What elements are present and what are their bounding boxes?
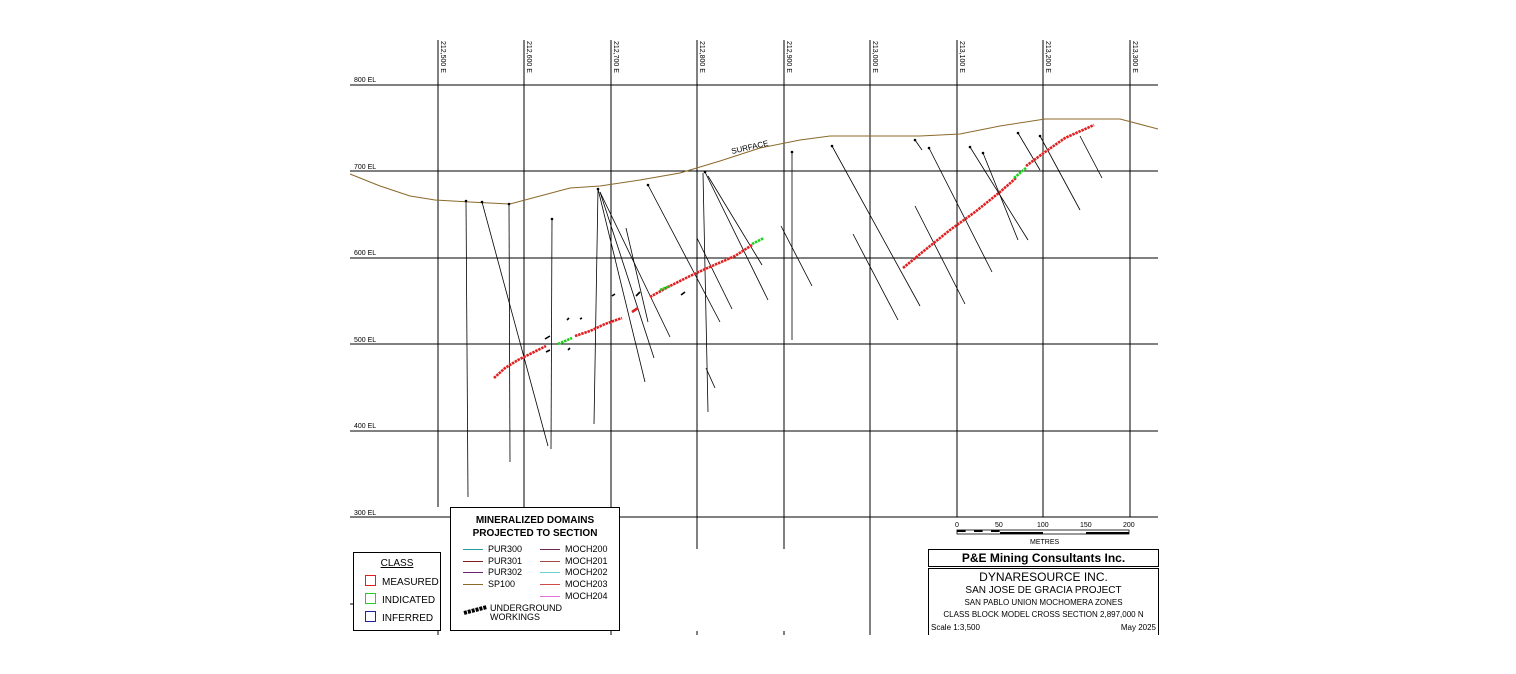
indicated-blocks-west — [557, 336, 573, 346]
domain-item: MOCH201 — [540, 556, 608, 567]
domain-item: PUR300 — [463, 544, 522, 555]
title-block: P&E Mining Consultants Inc. DYNARESOURCE… — [928, 549, 1159, 635]
domains-legend: MINERALIZED DOMAINS PROJECTED TO SECTION… — [450, 507, 620, 631]
line-swatch-icon — [540, 561, 560, 563]
line-swatch-icon — [463, 549, 483, 551]
easting-labels: 212,500 E 212,600 E 212,700 E 212,800 E … — [439, 41, 1138, 73]
easting-label: 212,700 E — [612, 41, 619, 73]
section-title: CLASS BLOCK MODEL CROSS SECTION 2,897,00… — [943, 610, 1144, 619]
underground-workings — [544, 291, 686, 353]
line-swatch-icon — [540, 596, 560, 598]
measured-blocks-west-2 — [574, 316, 623, 338]
indicated-blocks-central-2 — [751, 236, 765, 246]
elevation-labels: 800 EL 700 EL 600 EL 500 EL 400 EL 300 E… — [354, 77, 376, 517]
indicated-blocks-central — [659, 284, 671, 292]
class-legend: CLASS MEASURED INDICATED INFERRED — [353, 552, 441, 631]
indicated-swatch-icon — [365, 593, 376, 604]
collar-markers — [464, 131, 1042, 221]
line-swatch-icon — [463, 584, 483, 586]
inferred-swatch-icon — [365, 611, 376, 622]
elevation-label: 300 EL — [354, 510, 376, 517]
indicated-blocks-east — [1013, 167, 1027, 179]
easting-label: 212,900 E — [785, 41, 792, 73]
line-swatch-icon — [540, 584, 560, 586]
project-name: SAN JOSE DE GRACIA PROJECT — [965, 585, 1122, 596]
easting-label: 213,300 E — [1131, 41, 1138, 73]
domain-item: PUR302 — [463, 567, 522, 578]
scale-tick: 200 — [1123, 522, 1135, 529]
block-model — [493, 123, 1095, 379]
class-item-measured: MEASURED — [365, 575, 439, 589]
firm-name: P&E Mining Consultants Inc. — [928, 549, 1159, 567]
date-text: May 2025 — [1120, 623, 1156, 632]
line-swatch-icon — [463, 572, 483, 574]
underground-workings-icon — [463, 605, 488, 615]
zones-name: SAN PABLO UNION MOCHOMERA ZONES — [964, 598, 1123, 607]
line-swatch-icon — [463, 561, 483, 563]
scale-tick: 50 — [995, 522, 1003, 529]
underground-workings-label: UNDERGROUND WORKINGS — [490, 603, 562, 622]
surface-label: SURFACE — [730, 139, 769, 156]
elevation-label: 400 EL — [354, 423, 376, 430]
elevation-label: 700 EL — [354, 164, 376, 171]
easting-label: 212,800 E — [698, 41, 705, 73]
line-swatch-icon — [540, 572, 560, 574]
measured-swatch-icon — [365, 575, 376, 586]
client-name: DYNARESOURCE INC. — [979, 570, 1108, 584]
scale-unit: METRES — [1030, 539, 1060, 546]
easting-label: 213,000 E — [871, 41, 878, 73]
title-frame — [928, 568, 1159, 635]
domain-item: SP100 — [463, 579, 515, 590]
easting-label: 213,100 E — [958, 41, 965, 73]
easting-label: 212,500 E — [439, 41, 446, 73]
domains-legend-title-1: MINERALIZED DOMAINS — [475, 515, 595, 526]
domain-item: MOCH202 — [540, 567, 608, 578]
elevation-label: 800 EL — [354, 77, 376, 84]
class-item-indicated: INDICATED — [365, 593, 435, 607]
line-swatch-icon — [540, 549, 560, 551]
scale-tick: 0 — [955, 522, 959, 529]
domain-item: MOCH203 — [540, 579, 608, 590]
domain-item: PUR301 — [463, 556, 522, 567]
class-legend-title: CLASS — [380, 558, 414, 569]
measured-blocks-east-2 — [1025, 123, 1095, 168]
measured-blocks-east — [902, 177, 1017, 270]
domain-item: MOCH200 — [540, 544, 608, 555]
easting-label: 213,200 E — [1044, 41, 1051, 73]
class-item-inferred: INFERRED — [365, 611, 433, 625]
easting-label: 212,600 E — [525, 41, 532, 73]
surface-line — [349, 118, 1159, 205]
elevation-label: 600 EL — [354, 250, 376, 257]
domain-item: MOCH204 — [540, 591, 608, 602]
scale-bar: 0 50 100 150 200 METRES — [955, 522, 1135, 546]
drill-holes — [465, 132, 1103, 498]
elevation-label: 500 EL — [354, 337, 376, 344]
domains-legend-title-2: PROJECTED TO SECTION — [472, 528, 598, 539]
measured-blocks-west — [493, 344, 547, 379]
scale-tick: 150 — [1080, 522, 1092, 529]
scale-tick: 100 — [1037, 522, 1049, 529]
scale-text: Scale 1:3,500 — [931, 623, 980, 632]
measured-block-small — [631, 306, 639, 314]
